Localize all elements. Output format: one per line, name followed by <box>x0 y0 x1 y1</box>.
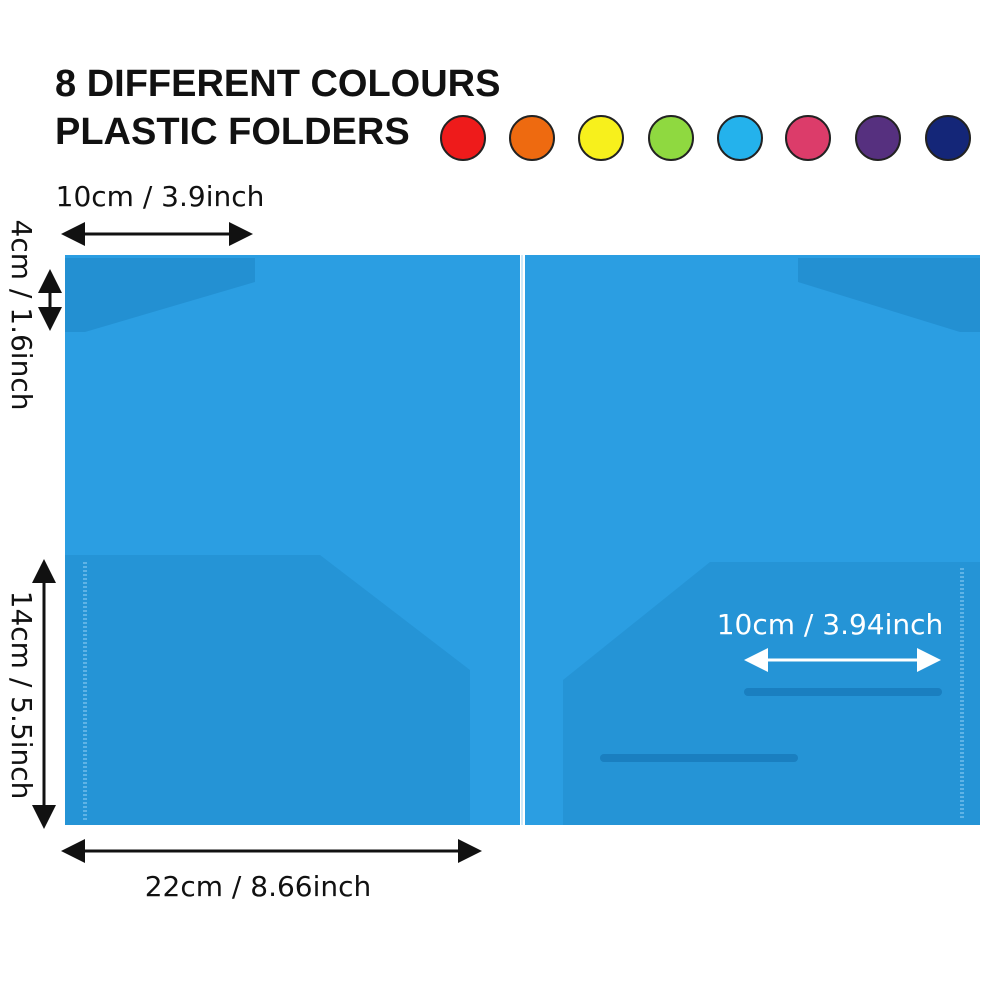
swatch <box>648 115 694 161</box>
pocket <box>65 555 470 825</box>
swatch <box>717 115 763 161</box>
dimension-label: 4cm / 1.6inch <box>5 220 38 411</box>
corner-flap <box>798 258 980 332</box>
corner-flap <box>65 258 255 332</box>
swatch <box>509 115 555 161</box>
title-line: 8 DIFFERENT COLOURS <box>55 63 500 105</box>
swatch <box>925 115 971 161</box>
dimension-label: 14cm / 5.5inch <box>5 591 38 800</box>
title-line: PLASTIC FOLDERS <box>55 111 410 153</box>
swatch <box>578 115 624 161</box>
folder <box>65 255 980 825</box>
swatch <box>855 115 901 161</box>
colour-swatches <box>440 115 971 161</box>
dimension-label: 22cm / 8.66inch <box>145 870 372 903</box>
dimension-label: 10cm / 3.9inch <box>56 180 265 213</box>
dimension-label: 10cm / 3.94inch <box>717 608 944 641</box>
swatch <box>440 115 486 161</box>
swatch <box>785 115 831 161</box>
